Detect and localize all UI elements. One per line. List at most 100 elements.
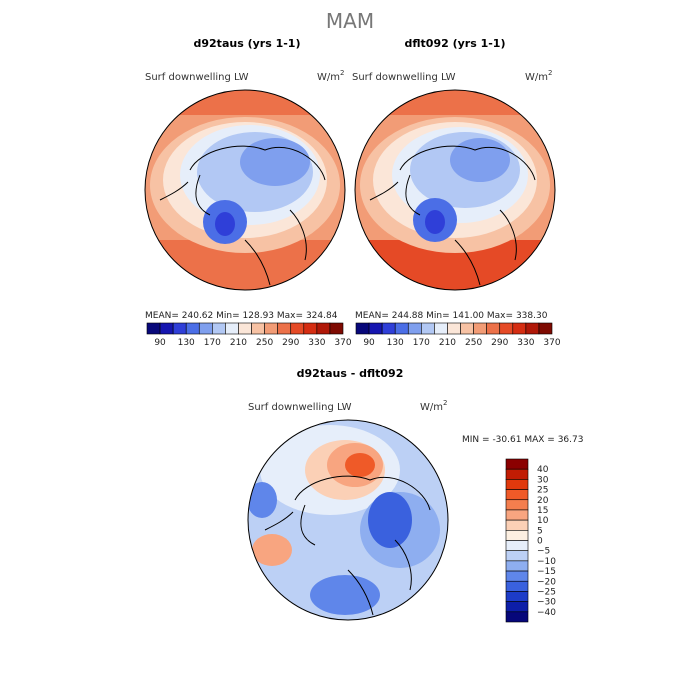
colorbar-swatch [505, 458, 529, 470]
panel-2-map [355, 90, 555, 290]
panel-1-map-border [144, 89, 346, 291]
colorbar-swatch [460, 322, 474, 335]
colorbar-swatch [505, 519, 529, 531]
colorbar-swatch [368, 322, 383, 335]
map-field-greenland-core [425, 210, 445, 234]
colorbar-tick-label: 90 [363, 338, 375, 348]
colorbar-tick-label: −20 [537, 577, 556, 587]
colorbar-swatch [394, 322, 409, 335]
diff-panel-units: W/m2 [420, 399, 447, 413]
colorbar-tick-label: 90 [154, 338, 166, 348]
colorbar-tick-label: 290 [282, 338, 299, 348]
colorbar-swatch [505, 489, 529, 501]
colorbar-swatch [355, 322, 370, 335]
panel-2-colorbar: 90 130 170 210 250 290 330 370 [355, 322, 561, 348]
colorbar-tick-label: 5 [537, 526, 543, 536]
colorbar-swatch [505, 550, 529, 562]
colorbar-swatch [381, 322, 396, 335]
colorbar-swatch [407, 322, 422, 335]
colorbar-swatch [499, 322, 514, 335]
colorbar-swatch [146, 322, 161, 335]
map-field-cold-west [248, 482, 277, 518]
colorbar-swatch [505, 468, 529, 480]
colorbar-swatch [525, 322, 540, 335]
colorbar-tick-label: −10 [537, 557, 556, 567]
colorbar-tick-label: 370 [543, 338, 560, 348]
colorbar-swatch [421, 322, 435, 335]
colorbar-swatch [505, 591, 529, 602]
diff-panel-map-border [247, 419, 449, 621]
colorbar-swatch [290, 322, 305, 335]
panel-1-stats: MEAN= 240.62 Min= 128.93 Max= 324.84 [145, 311, 338, 321]
colorbar-tick-label: 330 [517, 338, 534, 348]
colorbar-swatch [505, 570, 529, 582]
map-field-cold-south [310, 575, 380, 615]
colorbar-swatch [264, 322, 278, 335]
colorbar-tick-label: 170 [204, 338, 221, 348]
map-field-colder [450, 138, 510, 182]
map-coastline [159, 145, 326, 286]
colorbar-swatch [486, 322, 501, 335]
colorbar-swatch [434, 322, 448, 335]
colorbar-tick-label: 15 [537, 506, 548, 516]
panel-2-units: W/m2 [525, 69, 552, 83]
map-field-colder [240, 138, 310, 186]
colorbar-tick-label: 330 [308, 338, 325, 348]
map-field-greenland-core [215, 212, 235, 236]
colorbar-swatch [225, 322, 239, 335]
panel-1-units: W/m2 [317, 69, 344, 83]
map-field-hot [345, 453, 375, 477]
colorbar-tick-label: 130 [178, 338, 195, 348]
colorbar-swatch [238, 322, 252, 335]
colorbar-tick-label: 250 [256, 338, 273, 348]
map-field-cold-east [368, 492, 412, 548]
colorbar-swatch [505, 540, 529, 551]
colorbar-tick-label: −25 [537, 587, 556, 597]
colorbar-tick-label: 30 [537, 475, 549, 485]
panel-1-title: d92taus (yrs 1-1) [194, 37, 301, 50]
colorbar-swatch [303, 322, 318, 335]
colorbar-swatch [505, 530, 529, 541]
colorbar-swatch [505, 580, 529, 592]
colorbar-tick-label: 25 [537, 486, 548, 496]
colorbar-tick-label: 210 [439, 338, 456, 348]
colorbar-swatch [277, 322, 292, 335]
colorbar-tick-label: 290 [491, 338, 508, 348]
colorbar-tick-label: 130 [387, 338, 404, 348]
colorbar-swatch [505, 499, 529, 511]
panel-1-variable-label: Surf downwelling LW [145, 72, 249, 83]
colorbar-tick-label: −15 [537, 567, 556, 577]
panel-2-stats: MEAN= 244.88 Min= 141.00 Max= 338.30 [355, 311, 548, 321]
colorbar-swatch [159, 322, 174, 335]
colorbar-tick-label: −5 [537, 547, 550, 557]
colorbar-swatch [505, 479, 529, 490]
colorbar-tick-label: −40 [537, 608, 556, 618]
colorbar-swatch [447, 322, 461, 335]
figure-title: MAM [326, 9, 374, 33]
panel-1-map [145, 90, 345, 290]
panel-2-title: dflt092 (yrs 1-1) [405, 37, 506, 50]
colorbar-swatch [329, 322, 344, 335]
colorbar-swatch [505, 509, 529, 521]
colorbar-swatch [505, 611, 529, 623]
colorbar-tick-label: −30 [537, 598, 556, 608]
colorbar-tick-label: 10 [537, 516, 549, 526]
colorbar-swatch [172, 322, 187, 335]
diff-panel-title: d92taus - dflt092 [297, 367, 404, 380]
panel-1: d92taus (yrs 1-1) Surf downwelling LW W/… [144, 37, 352, 348]
map-field-warm-west [252, 534, 292, 566]
colorbar-tick-label: 170 [413, 338, 430, 348]
diff-panel: d92taus - dflt092 Surf downwelling LW W/… [247, 367, 583, 623]
colorbar-swatch [185, 322, 200, 335]
colorbar-swatch [473, 322, 487, 335]
panel-1-colorbar: 90 130 170 210 250 290 330 370 [146, 322, 352, 348]
diff-panel-variable-label: Surf downwelling LW [248, 402, 352, 413]
colorbar-swatch [505, 560, 529, 572]
colorbar-swatch [212, 322, 226, 335]
map-coastline [369, 145, 536, 286]
panel-2: dflt092 (yrs 1-1) Surf downwelling LW W/… [352, 37, 561, 348]
diff-panel-stats: MIN = -30.61 MAX = 36.73 [462, 435, 583, 445]
colorbar-swatch [251, 322, 265, 335]
